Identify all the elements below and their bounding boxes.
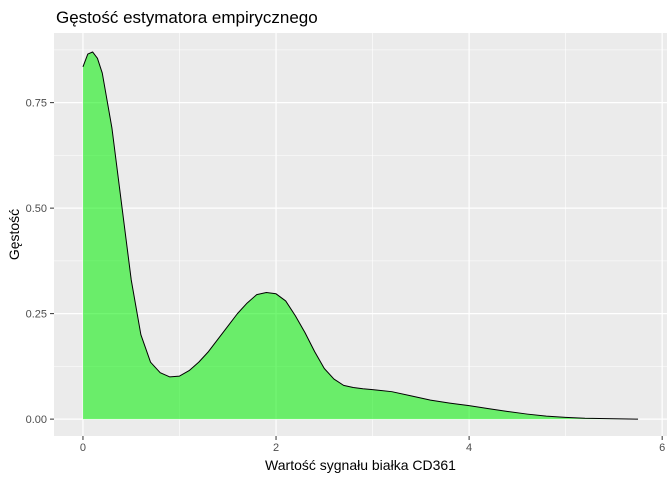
y-tick-label: 0.00: [26, 414, 47, 426]
y-axis-ticks: 0.00 0.25 0.50 0.75: [26, 98, 54, 426]
y-tick-label: 0.50: [26, 203, 47, 215]
density-area: [82, 51, 639, 420]
y-tick-label: 0.75: [26, 98, 47, 110]
y-tick-label: 0.25: [26, 309, 47, 321]
x-tick-label: 6: [659, 442, 665, 454]
x-axis-title: Wartość sygnału białka CD361: [265, 457, 456, 473]
x-tick-label: 0: [80, 442, 86, 454]
minor-gridlines: [54, 33, 667, 436]
y-axis-title: Gęstość: [6, 209, 22, 260]
x-tick-label: 2: [273, 442, 279, 454]
chart-title: Gęstość estymatora empirycznego: [56, 8, 318, 27]
x-tick-label: 4: [466, 442, 472, 454]
x-axis-ticks: 0 2 4 6: [80, 436, 665, 454]
density-line: [82, 51, 639, 420]
